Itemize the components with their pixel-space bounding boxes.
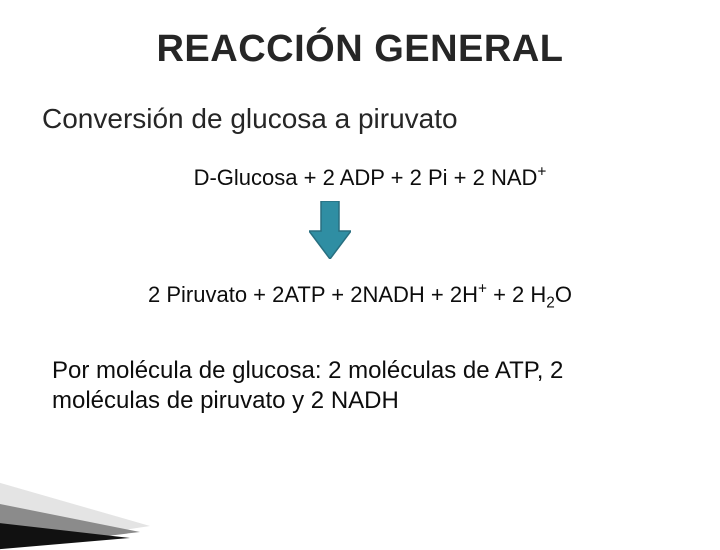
summary-text: Por molécula de glucosa: 2 moléculas de … xyxy=(52,356,672,416)
down-arrow-icon xyxy=(309,201,351,259)
corner-decoration xyxy=(0,440,190,550)
slide-subtitle: Conversión de glucosa a piruvato xyxy=(42,103,672,135)
slide: REACCIÓN GENERAL Conversión de glucosa a… xyxy=(0,0,720,540)
reaction-arrow-container xyxy=(48,201,672,264)
slide-title: REACCIÓN GENERAL xyxy=(48,28,672,71)
reaction-reactants: D-Glucosa + 2 ADP + 2 Pi + 2 NAD+ xyxy=(68,165,672,191)
reaction-products: 2 Piruvato + 2ATP + 2NADH + 2H+ + 2 H2O xyxy=(48,282,672,308)
